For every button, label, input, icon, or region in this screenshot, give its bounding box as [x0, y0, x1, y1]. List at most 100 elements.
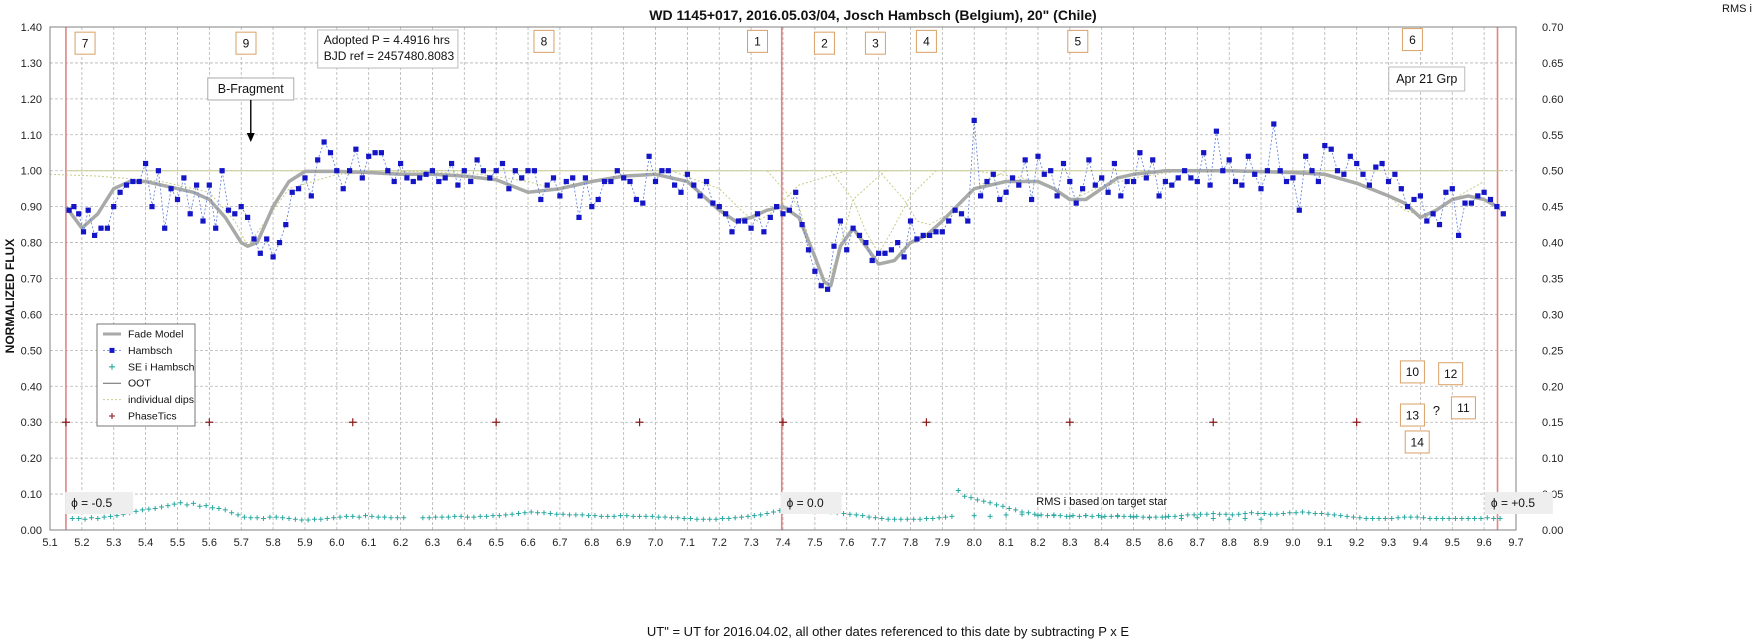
hambsch-point — [754, 211, 761, 217]
dip-label: 8 — [541, 35, 548, 49]
se-point — [949, 513, 955, 519]
se-point — [363, 513, 369, 519]
hambsch-point — [98, 225, 104, 231]
y-tick-label: 1.20 — [21, 94, 42, 106]
hambsch-point — [952, 207, 958, 213]
x-tick-label: 9.7 — [1508, 537, 1523, 549]
hambsch-point — [423, 171, 429, 177]
hambsch-point — [1194, 178, 1200, 185]
se-point — [637, 513, 643, 519]
hambsch-point — [1334, 168, 1341, 174]
hambsch-point — [1022, 157, 1028, 163]
se-point — [1242, 516, 1248, 522]
se-point — [917, 516, 923, 522]
hambsch-point — [1137, 150, 1143, 156]
hambsch-point — [914, 236, 920, 242]
hambsch-point — [1341, 171, 1347, 177]
se-point — [1099, 514, 1105, 520]
x-tick-label: 6.5 — [489, 537, 504, 549]
y2-tick-label: 0.50 — [1542, 166, 1563, 178]
hambsch-point — [1182, 168, 1188, 174]
phase-lines — [65, 27, 1499, 530]
y-tick-label: 0.60 — [21, 309, 42, 321]
se-point — [1382, 516, 1388, 522]
se-point — [318, 516, 324, 522]
x-tick-label: 5.2 — [74, 537, 89, 549]
legend-label: Hambsch — [128, 345, 173, 357]
hambsch-point — [1118, 193, 1124, 199]
se-point — [1019, 511, 1025, 517]
y-tick-label: 0.00 — [21, 525, 42, 537]
hambsch-point — [296, 186, 302, 192]
hambsch-series — [66, 117, 1506, 292]
se-point — [101, 514, 107, 520]
se-point — [573, 512, 579, 518]
se-point — [681, 516, 687, 522]
se-point — [617, 513, 623, 519]
hambsch-point — [174, 196, 181, 203]
hambsch-point — [1283, 178, 1290, 185]
se-point — [1421, 515, 1427, 521]
se-point — [69, 516, 75, 522]
hambsch-point — [869, 257, 875, 264]
se-point — [1389, 516, 1395, 522]
y2-tick-label: 0.10 — [1542, 453, 1563, 465]
hambsch-point — [774, 204, 780, 210]
se-point — [152, 505, 158, 511]
se-point — [235, 512, 241, 518]
phase-tic — [779, 418, 787, 427]
dip-label: 10 — [1406, 365, 1420, 379]
phase-tic — [205, 418, 214, 427]
hambsch-point — [66, 207, 72, 213]
x-tick-label: 8.1 — [998, 537, 1013, 549]
y2-tick-label: 0.40 — [1542, 238, 1563, 250]
hambsch-point — [850, 225, 856, 231]
se-i-hambsch-series — [69, 487, 1503, 523]
se-point — [1172, 513, 1178, 519]
phase-label-box — [780, 492, 842, 515]
hambsch-point — [200, 218, 206, 224]
hambsch-point — [589, 204, 595, 210]
se-point — [1032, 511, 1038, 517]
y2-axis-title: RMS i — [1722, 3, 1752, 15]
hambsch-point — [1328, 146, 1334, 152]
x-tick-label: 8.4 — [1094, 537, 1109, 549]
se-point — [758, 512, 764, 518]
dip-label: 3 — [872, 36, 879, 50]
fade-model-line — [64, 168, 1498, 288]
hambsch-point — [601, 178, 608, 185]
x-tick-label: 7.1 — [680, 537, 695, 549]
hambsch-point — [225, 207, 232, 213]
se-point — [554, 511, 560, 517]
se-point — [962, 493, 968, 499]
se-point — [1414, 514, 1420, 520]
hambsch-point — [1430, 211, 1436, 217]
x-tick-label: 5.6 — [202, 537, 217, 549]
hambsch-point — [359, 175, 365, 181]
hambsch-point — [1111, 160, 1117, 167]
hambsch-point — [863, 240, 869, 246]
se-point — [656, 514, 662, 520]
se-point — [668, 515, 674, 521]
hambsch-point — [1029, 196, 1035, 203]
hambsch-point — [270, 254, 276, 260]
x-tick-label: 6.9 — [616, 537, 631, 549]
dip-label: 5 — [1074, 35, 1081, 49]
hambsch-point — [474, 157, 480, 163]
se-point — [764, 510, 770, 516]
se-point — [184, 502, 190, 508]
hambsch-point — [130, 178, 136, 185]
hambsch-point — [1124, 178, 1130, 185]
hambsch-point — [493, 168, 499, 174]
dip-label: 6 — [1409, 33, 1416, 47]
se-point — [261, 516, 267, 522]
x-tick-label: 8.0 — [967, 537, 982, 549]
phase-tic — [492, 418, 501, 427]
se-point — [1319, 510, 1325, 516]
dip-label-box — [1404, 430, 1430, 454]
se-point — [1497, 516, 1503, 522]
question-mark: ? — [1433, 403, 1440, 418]
y2-tick-label: 0.70 — [1542, 22, 1563, 34]
se-point — [420, 515, 426, 521]
hambsch-point — [716, 204, 722, 210]
